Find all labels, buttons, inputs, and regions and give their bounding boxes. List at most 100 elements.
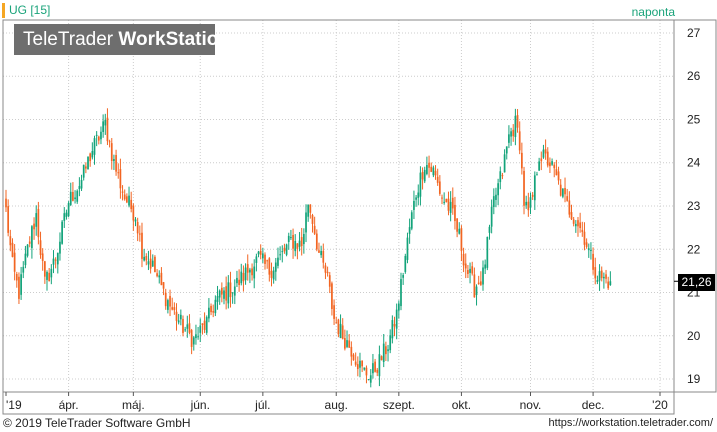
candle-body [482,267,484,285]
period-label[interactable]: naponta [631,5,675,19]
candle-body [20,274,22,295]
candle-body [557,171,560,181]
candle-body [566,196,569,201]
candle-body [605,274,607,279]
candle-body [257,251,260,255]
candle-body [39,240,42,255]
candle-body [546,151,549,166]
candle-body [348,340,351,348]
candle-body [600,270,603,279]
candle-body [467,269,469,274]
candle-body [249,269,251,273]
candle-body [434,170,437,176]
candle-body [208,307,210,319]
candle-body [292,235,294,249]
candle-body [503,154,506,173]
candle-body [350,346,353,357]
candle-body [95,134,98,136]
candle-body [553,164,556,169]
candle-body [281,251,284,253]
candle-body [419,172,422,197]
candle-body [184,329,187,331]
candle-body [201,323,204,325]
candle-body [298,240,301,247]
candle-body [402,275,405,278]
x-tick-label: júl. [254,398,270,412]
candle-body [266,260,269,262]
candle-body [324,265,327,273]
candle-body [80,179,83,189]
candle-body [369,375,372,383]
candle-body [113,159,115,162]
candle-body [84,166,87,169]
candle-body [495,194,497,200]
candle-body [574,223,577,227]
y-tick-label: 27 [687,26,701,40]
y-tick-label: 26 [687,69,701,83]
candle-body [585,242,588,247]
candle-body [104,119,107,126]
candle-body [354,361,357,365]
candle-body [577,220,579,227]
candle-body [59,241,61,254]
candle-body [344,338,346,349]
candle-body [46,271,48,280]
candle-body [48,272,51,282]
candle-body [251,268,253,276]
candle-body [551,161,553,165]
candle-body [559,184,562,196]
candle-body [205,317,208,333]
candle-body [400,279,402,307]
y-tick-label: 23 [687,199,701,213]
candle-body [35,213,38,227]
candle-body [52,258,55,265]
candle-body [61,221,63,244]
x-tick-label: '20 [652,398,668,412]
candle-body [406,237,409,260]
candle-body [404,255,407,272]
candle-body [499,171,502,183]
candle-body [238,279,240,285]
candle-body [97,136,100,141]
candle-body [305,212,307,233]
candle-body [581,229,584,233]
candle-body [393,323,396,327]
candle-body [587,248,590,251]
candle-body [471,266,474,274]
candle-body [132,205,135,221]
candle-body [356,364,359,370]
candle-body [138,233,141,235]
x-tick-label: ápr. [59,398,79,412]
candle-body [423,169,426,182]
candle-body [533,175,536,201]
symbol-label[interactable]: UG [15] [2,3,50,18]
candle-body [233,286,236,296]
candle-body [505,146,508,154]
candle-body [255,256,258,263]
candle-body [421,171,424,180]
candle-body [372,363,374,374]
candle-body [108,141,111,143]
candle-body [337,319,340,335]
x-tick-label: nov. [520,398,542,412]
candle-body [156,273,158,277]
candle-body [169,295,171,307]
candle-body [391,320,394,339]
x-tick-label: máj. [122,398,145,412]
candle-body [456,218,458,232]
candle-body [186,324,189,329]
candle-body [492,196,495,208]
candle-body [497,183,499,196]
candle-body [443,201,446,203]
candle-body [572,219,575,224]
candle-body [518,131,521,151]
candle-body [203,320,206,330]
candle-body [197,336,199,338]
candle-body [117,172,120,174]
candle-body [134,219,137,222]
candle-body [413,200,415,210]
candle-body [91,151,94,158]
candle-body [426,165,428,174]
source-url-link[interactable]: https://workstation.teletrader.com/ [548,417,713,429]
